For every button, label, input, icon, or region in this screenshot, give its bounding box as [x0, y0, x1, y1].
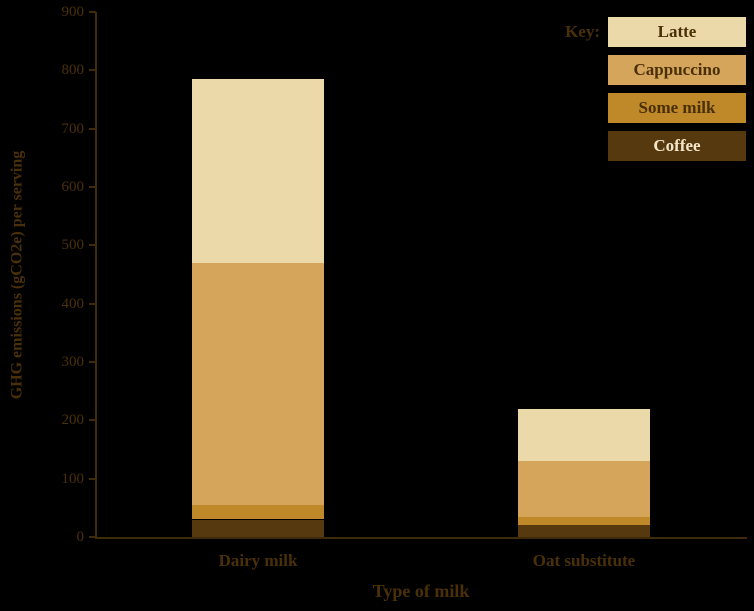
y-tick-label: 100 — [61, 470, 85, 487]
y-tick-mark — [89, 69, 96, 72]
bar-segment-latte — [192, 79, 324, 263]
bar-segment-coffee — [192, 519, 324, 537]
y-tick-label: 800 — [61, 62, 85, 79]
y-axis-line — [95, 12, 97, 539]
y-tick-label: 600 — [61, 179, 85, 195]
legend-entry-latte: Latte — [608, 17, 746, 47]
y-axis-title: GHG emissions (gCO2e) per serving — [8, 150, 26, 400]
bar-segment-some-milk — [192, 504, 324, 520]
legend-entry-cappuccino: Cappuccino — [608, 55, 746, 85]
y-tick-label: 0 — [76, 529, 85, 545]
y-tick-mark — [89, 361, 96, 363]
legend-entry-coffee: Coffee — [608, 131, 746, 161]
y-tick-label: 400 — [61, 295, 85, 312]
y-tick-label: 900 — [61, 4, 85, 20]
y-tick-mark — [89, 477, 96, 480]
x-axis-title: Type of milk — [372, 581, 470, 601]
x-axis-line — [95, 537, 747, 539]
y-tick-mark — [89, 536, 96, 538]
y-tick-label: 500 — [61, 237, 85, 254]
y-tick-label: 300 — [61, 354, 85, 370]
category-label-oat-substitute: Oat substitute — [532, 551, 636, 570]
y-tick-label: 700 — [61, 120, 85, 137]
y-tick-label: 200 — [61, 412, 85, 429]
y-tick-mark — [89, 302, 96, 305]
y-tick-mark — [89, 186, 96, 188]
y-tick-mark — [89, 127, 96, 130]
bar-segment-latte — [518, 408, 650, 462]
y-tick-mark — [89, 11, 96, 13]
legend-entry-some-milk: Some milk — [608, 93, 746, 123]
bar-segment-cappuccino — [518, 461, 650, 517]
category-label-dairy-milk: Dairy milk — [218, 551, 298, 570]
y-tick-mark — [89, 244, 96, 247]
bar-segment-coffee — [518, 525, 650, 537]
bar-segment-some-milk — [518, 516, 650, 526]
y-tick-mark — [89, 419, 96, 422]
bar-segment-cappuccino — [192, 262, 324, 505]
legend-title: Key: — [565, 22, 600, 41]
